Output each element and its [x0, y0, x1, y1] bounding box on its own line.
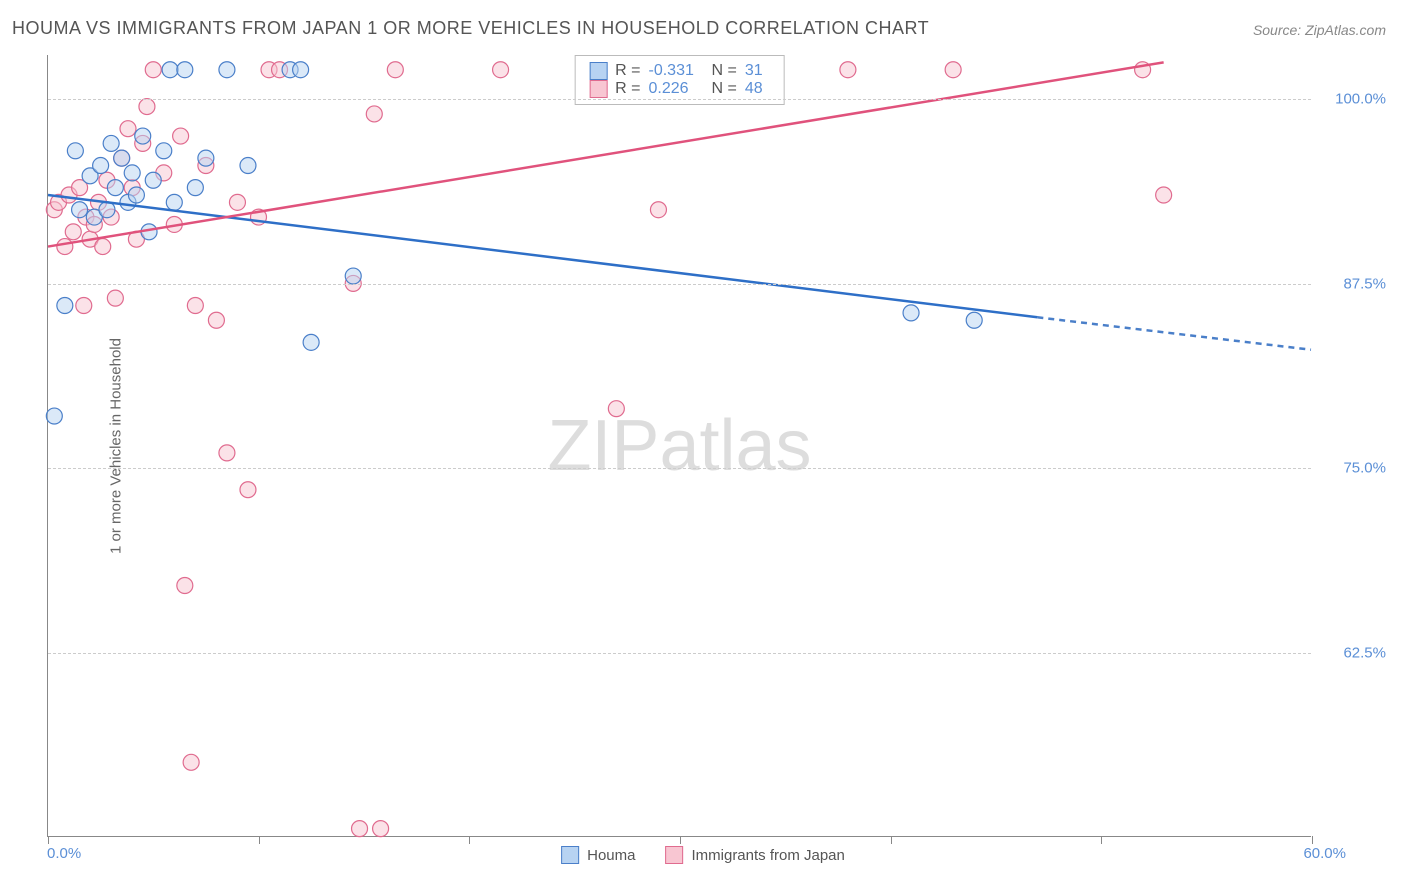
data-point — [166, 194, 182, 210]
gridline — [48, 468, 1311, 469]
data-point — [608, 401, 624, 417]
data-point — [177, 578, 193, 594]
data-point — [240, 482, 256, 498]
x-tick — [891, 836, 892, 844]
y-tick-label: 100.0% — [1335, 91, 1386, 108]
data-point — [650, 202, 666, 218]
stats-row-1: R = -0.331 N = 31 — [589, 62, 770, 80]
data-point — [387, 62, 403, 78]
data-point — [114, 150, 130, 166]
data-point — [219, 445, 235, 461]
data-point — [46, 408, 62, 424]
correlation-stats-box: R = -0.331 N = 31 R = 0.226 N = 48 — [574, 55, 785, 105]
data-point — [120, 121, 136, 137]
data-point — [156, 143, 172, 159]
data-point — [966, 312, 982, 328]
gridline — [48, 99, 1311, 100]
r-label-2: R = — [615, 80, 640, 98]
gridline — [48, 284, 1311, 285]
legend-item-2: Immigrants from Japan — [665, 846, 844, 864]
n-label-2: N = — [712, 80, 737, 98]
data-point — [128, 187, 144, 203]
y-tick-label: 75.0% — [1343, 460, 1386, 477]
legend-label-1: Houma — [587, 847, 635, 864]
legend-label-2: Immigrants from Japan — [691, 847, 844, 864]
n-value-1: 31 — [745, 62, 770, 80]
data-point — [352, 821, 368, 837]
data-point — [183, 754, 199, 770]
data-point — [198, 150, 214, 166]
x-tick-label-min: 0.0% — [47, 845, 81, 862]
r-value-2: 0.226 — [649, 80, 704, 98]
data-point — [65, 224, 81, 240]
data-point — [145, 172, 161, 188]
x-tick — [259, 836, 260, 844]
data-point — [303, 334, 319, 350]
data-point — [93, 158, 109, 174]
data-point — [293, 62, 309, 78]
x-tick — [680, 836, 681, 844]
x-tick — [48, 836, 49, 844]
data-point — [840, 62, 856, 78]
source-attribution: Source: ZipAtlas.com — [1253, 22, 1386, 38]
stats-swatch-blue — [589, 62, 607, 80]
data-point — [139, 99, 155, 115]
data-point — [57, 298, 73, 314]
data-point — [57, 239, 73, 255]
r-value-1: -0.331 — [649, 62, 704, 80]
x-tick — [1101, 836, 1102, 844]
data-point — [903, 305, 919, 321]
data-point — [1156, 187, 1172, 203]
trend-line — [1037, 317, 1311, 349]
data-point — [107, 180, 123, 196]
data-point — [95, 239, 111, 255]
data-point — [124, 165, 140, 181]
data-point — [103, 135, 119, 151]
data-point — [208, 312, 224, 328]
n-value-2: 48 — [745, 80, 770, 98]
y-tick-label: 87.5% — [1343, 275, 1386, 292]
data-point — [76, 298, 92, 314]
legend-swatch-blue — [561, 846, 579, 864]
data-point — [67, 143, 83, 159]
data-point — [145, 62, 161, 78]
data-point — [219, 62, 235, 78]
x-tick-label-max: 60.0% — [1303, 845, 1346, 862]
gridline — [48, 653, 1311, 654]
n-label-1: N = — [712, 62, 737, 80]
data-point — [173, 128, 189, 144]
data-point — [493, 62, 509, 78]
data-point — [945, 62, 961, 78]
legend-swatch-pink — [665, 846, 683, 864]
data-point — [187, 298, 203, 314]
data-point — [366, 106, 382, 122]
chart-plot-area: ZIPatlas R = -0.331 N = 31 R = 0.226 N =… — [47, 55, 1311, 837]
chart-title: HOUMA VS IMMIGRANTS FROM JAPAN 1 OR MORE… — [12, 18, 929, 39]
data-point — [229, 194, 245, 210]
data-point — [107, 290, 123, 306]
x-tick — [469, 836, 470, 844]
r-label-1: R = — [615, 62, 640, 80]
plot-svg — [48, 55, 1311, 836]
data-point — [373, 821, 389, 837]
data-point — [187, 180, 203, 196]
data-point — [162, 62, 178, 78]
legend-bottom: Houma Immigrants from Japan — [561, 846, 845, 864]
x-tick — [1312, 836, 1313, 844]
data-point — [72, 202, 88, 218]
data-point — [345, 268, 361, 284]
stats-row-2: R = 0.226 N = 48 — [589, 80, 770, 98]
legend-item-1: Houma — [561, 846, 635, 864]
y-tick-label: 62.5% — [1343, 644, 1386, 661]
data-point — [177, 62, 193, 78]
data-point — [240, 158, 256, 174]
data-point — [135, 128, 151, 144]
stats-swatch-pink — [589, 80, 607, 98]
